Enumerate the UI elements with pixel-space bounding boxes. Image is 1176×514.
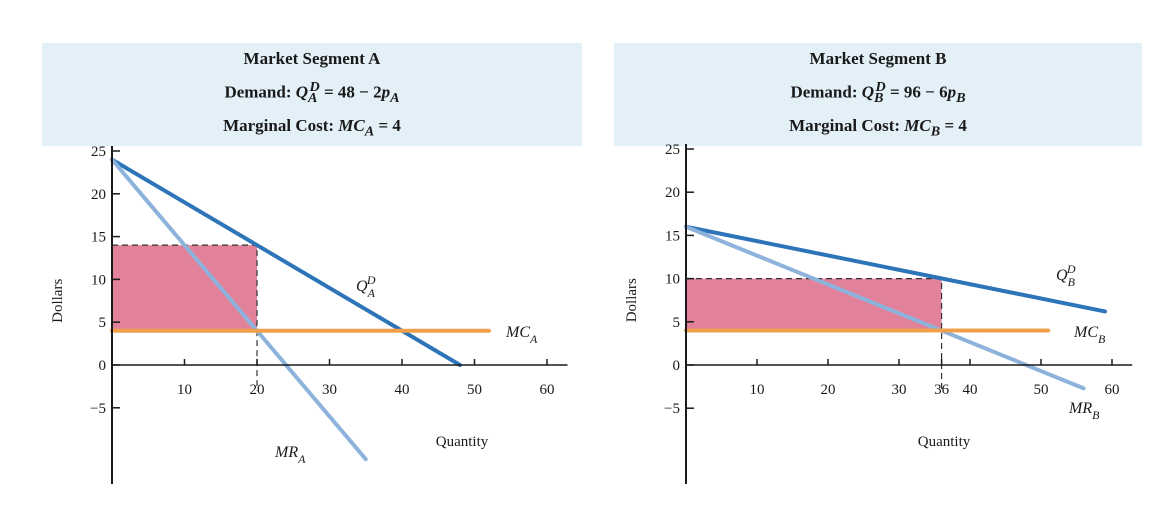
y-tick-label: −5 <box>90 401 106 417</box>
x-tick-label: 30 <box>892 382 907 398</box>
x-tick-label: 60 <box>540 382 555 398</box>
series-line-1 <box>684 224 1086 391</box>
x-tick-label: 40 <box>963 382 978 398</box>
x-tick-label: 36 <box>934 382 950 398</box>
y-tick-label: −5 <box>664 401 680 417</box>
y-tick-label: 15 <box>665 228 680 244</box>
x-axis-label: Quantity <box>918 434 971 450</box>
series-label-0: QAD <box>356 273 376 300</box>
x-tick-label: 40 <box>395 382 410 398</box>
y-axis-label: Dollars <box>624 278 640 322</box>
y-tick-label: 10 <box>665 272 680 288</box>
y-tick-label: 25 <box>91 144 106 160</box>
y-tick-label: 25 <box>665 142 680 158</box>
x-tick-label: 50 <box>1034 382 1049 398</box>
series-label-2: MCB <box>1073 324 1106 346</box>
chart-titles: Market Segment A Demand: QAD = 48 − 2pA … <box>42 45 582 145</box>
x-tick-label: 30 <box>322 382 337 398</box>
series-line-0 <box>684 224 1107 314</box>
series-label-0: QBD <box>1056 262 1076 289</box>
x-tick-label: 50 <box>467 382 482 398</box>
chart-titles: Market Segment B Demand: QBD = 96 − 6pB … <box>614 45 1142 145</box>
y-tick-label: 5 <box>673 315 681 331</box>
chart-panel-b: Market Segment B Demand: QBD = 96 − 6pB … <box>614 43 1142 484</box>
x-tick-label: 20 <box>250 382 265 398</box>
profit-area <box>112 245 257 331</box>
x-tick-label: 20 <box>821 382 836 398</box>
title-band <box>614 43 1142 146</box>
chart-title: Market Segment A <box>243 49 381 68</box>
y-tick-label: 5 <box>99 315 107 331</box>
title-band <box>42 43 582 146</box>
y-axis-label: Dollars <box>50 279 66 323</box>
series-label-2: MCA <box>505 324 538 346</box>
y-tick-label: 20 <box>665 185 680 201</box>
x-tick-label: 10 <box>177 382 192 398</box>
demand-subtitle: Demand: QAD = 48 − 2pA <box>224 79 400 107</box>
x-tick-label: 60 <box>1105 382 1120 398</box>
series-label-1: MRA <box>274 444 306 466</box>
y-tick-label: 20 <box>91 187 106 203</box>
y-tick-label: 0 <box>673 358 681 374</box>
series-line-1 <box>110 157 368 462</box>
mc-subtitle: Marginal Cost: MCB = 4 <box>789 116 967 140</box>
mc-subtitle: Marginal Cost: MCA = 4 <box>223 116 401 140</box>
y-tick-label: 0 <box>99 358 107 374</box>
y-tick-label: 15 <box>91 230 106 246</box>
x-tick-label: 10 <box>750 382 765 398</box>
y-tick-label: 10 <box>91 272 106 288</box>
chart-panel-a: Market Segment A Demand: QAD = 48 − 2pA … <box>42 43 582 484</box>
chart-title: Market Segment B <box>809 49 947 68</box>
profit-area <box>686 278 942 331</box>
x-axis-label: Quantity <box>436 434 489 450</box>
demand-subtitle: Demand: QBD = 96 − 6pB <box>790 79 966 107</box>
series-label-1: MRB <box>1068 400 1100 422</box>
